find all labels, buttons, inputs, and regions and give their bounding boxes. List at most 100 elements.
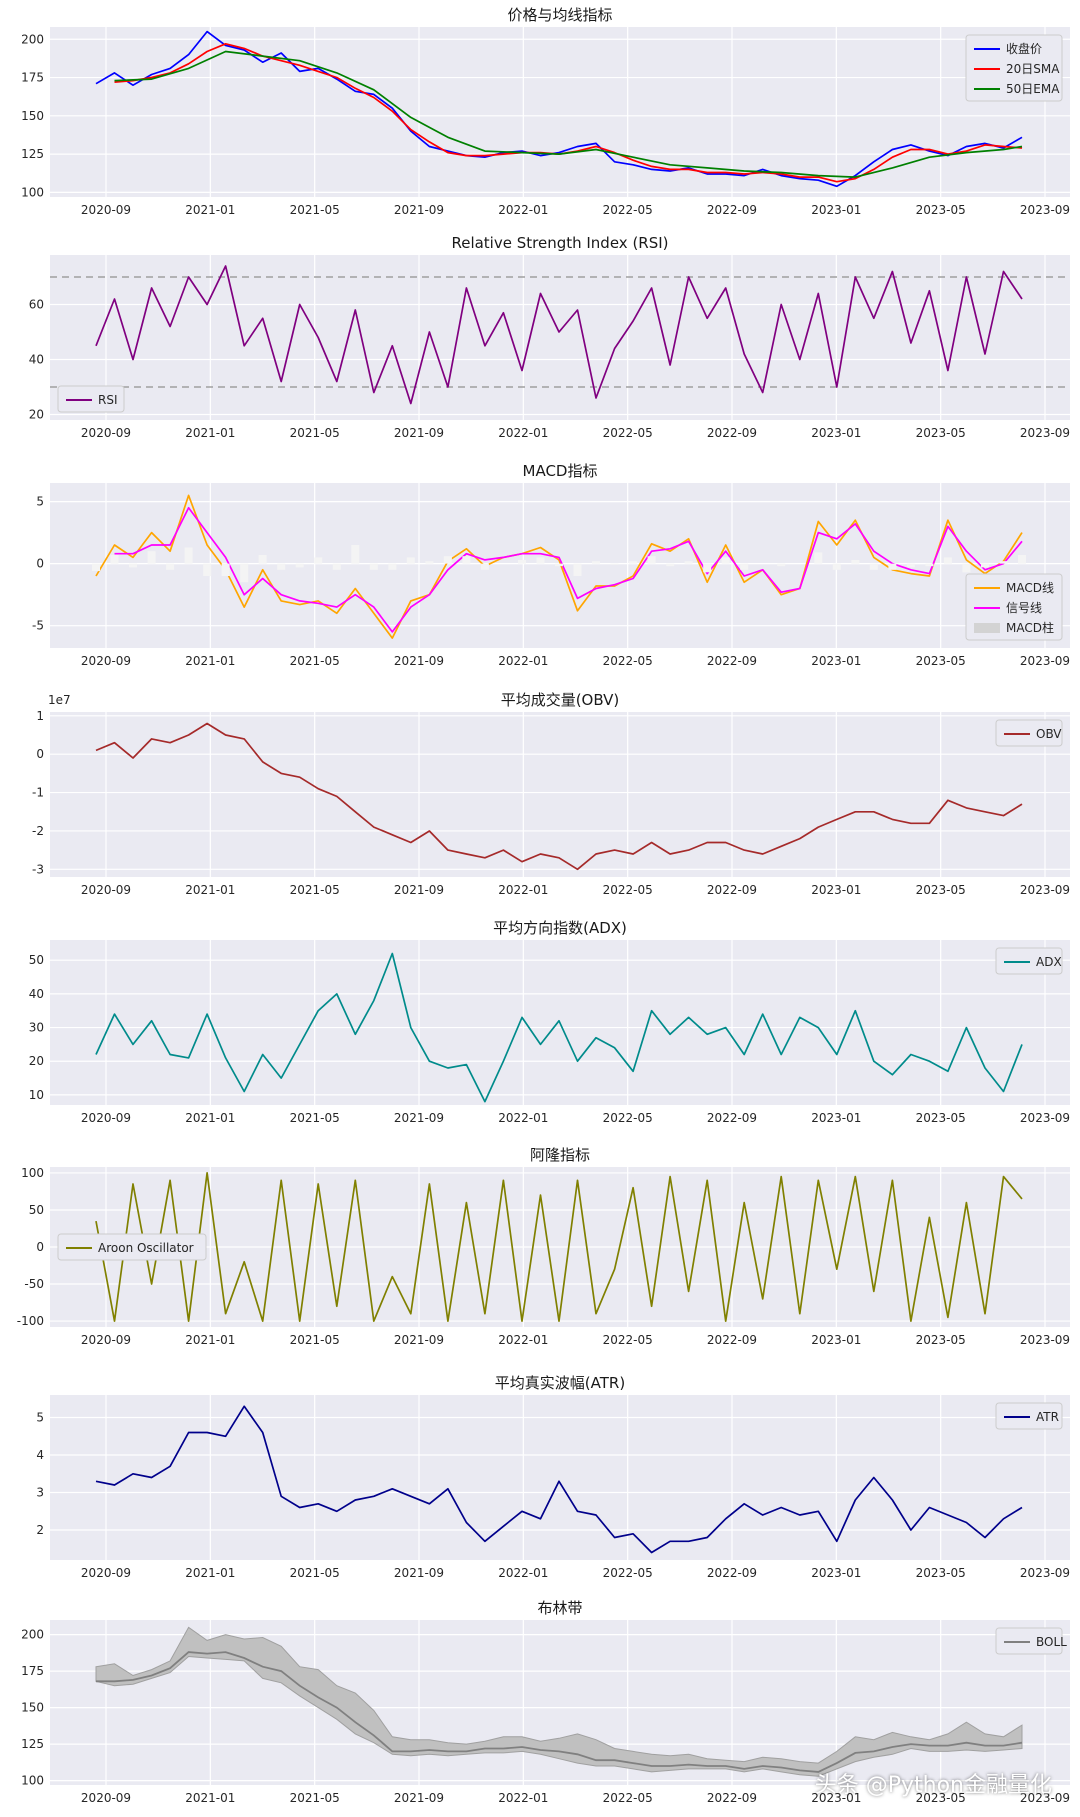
x-tick-label: 2023-05 [916, 654, 966, 668]
legend-swatch [974, 623, 1000, 633]
x-tick-label: 2023-09 [1020, 883, 1070, 897]
panel-aroon: 阿隆指标 -100 -50 0 50 100 2020-09 2021-01 2021-05 20… [17, 1146, 1070, 1347]
macd-histogram-bar [258, 554, 267, 564]
y-tick-label: 175 [21, 1664, 44, 1678]
x-tick-label: 2023-09 [1020, 1333, 1070, 1347]
x-tick-label: 2022-01 [498, 654, 548, 668]
x-tick-label: 2021-05 [290, 203, 340, 217]
macd-histogram-bar [647, 556, 656, 564]
x-tick-label: 2023-01 [811, 1791, 861, 1805]
x-tick-label: 2023-05 [916, 1791, 966, 1805]
legend-label: 收盘价 [1006, 41, 1042, 56]
boll-band-area [95, 1626, 1023, 1777]
macd-histogram-bar [277, 563, 286, 570]
legend-price: 收盘价 20日SMA 50日EMA [965, 34, 1063, 102]
x-tick-label: 2021-01 [185, 1111, 235, 1125]
y-tick-label: 0 [36, 1240, 44, 1254]
macd-histogram-bar [999, 561, 1008, 564]
y-tick-label: 125 [21, 147, 44, 161]
y-tick-label: 150 [21, 109, 44, 123]
x-tick-label: 2021-09 [394, 1566, 444, 1580]
panel-atr: 平均真实波幅(ATR) 2 3 4 5 2020-09 2021-01 2021-05 2021… [36, 1374, 1070, 1580]
y-tick-label: 100 [21, 1774, 44, 1788]
chart-title-obv: 平均成交量(OBV) [501, 691, 620, 709]
legend-aroon: Aroon Oscillator [57, 1233, 207, 1261]
series-line-macd-1 [114, 506, 1023, 633]
macd-histogram-bar [555, 563, 563, 567]
y-tick-label: 1 [36, 709, 44, 723]
x-tick-label: 2023-09 [1020, 426, 1070, 440]
panel-rsi: Relative Strength Index (RSI) 20 40 60 2020-… [29, 234, 1070, 440]
macd-histogram-bar [592, 561, 601, 564]
x-tick-label: 2022-05 [603, 1333, 653, 1347]
legend-label: MACD线 [1006, 581, 1054, 595]
series-line-atr-0 [95, 1405, 1023, 1554]
y-tick-label: 2 [36, 1523, 44, 1537]
macd-histogram-bar [462, 556, 471, 564]
series-line-rsi-0 [95, 265, 1023, 405]
legend-adx: ADX [995, 947, 1063, 975]
macd-histogram-bar [888, 563, 897, 570]
x-tick-label: 2021-05 [290, 1111, 340, 1125]
plot-area-price [50, 27, 1070, 197]
chart-title-aroon: 阿隆指标 [530, 1146, 590, 1164]
panel-macd: MACD指标 -5 0 5 2020-09 2021-01 2021-05 2021-09 20… [32, 462, 1070, 668]
x-tick-label: 2022-05 [603, 1791, 653, 1805]
macd-histogram-bar [369, 563, 378, 570]
macd-histogram-bar [166, 563, 175, 570]
axis-scale-label: 1e7 [48, 693, 71, 707]
y-tick-label: 30 [29, 1021, 44, 1035]
x-tick-label: 2023-09 [1020, 654, 1070, 668]
y-tick-label: 20 [29, 1054, 44, 1068]
x-tick-label: 2021-09 [394, 1791, 444, 1805]
macd-histogram-bar [740, 563, 749, 570]
y-tick-label: 3 [36, 1486, 44, 1500]
legend-label: Aroon Oscillator [98, 1241, 194, 1255]
x-tick-label: 2021-05 [290, 1566, 340, 1580]
x-tick-label: 2023-01 [811, 883, 861, 897]
x-tick-label: 2022-09 [707, 203, 757, 217]
x-tick-label: 2021-01 [185, 1791, 235, 1805]
y-tick-label: -3 [32, 862, 44, 876]
y-tick-label: 175 [21, 71, 44, 85]
x-tick-label: 2021-05 [290, 426, 340, 440]
y-tick-label: 50 [29, 1203, 44, 1217]
macd-histogram-bar [147, 551, 156, 564]
x-tick-label: 2022-09 [707, 1333, 757, 1347]
y-tick-label: 0 [36, 747, 44, 761]
macd-histogram-bar [480, 563, 489, 570]
y-tick-label: -5 [32, 619, 44, 633]
x-tick-label: 2022-09 [707, 883, 757, 897]
watermark: 头条 @Python金融量化 [814, 1773, 1052, 1798]
macd-histogram-bar [721, 557, 730, 564]
legend-atr: ATR [995, 1402, 1063, 1430]
macd-histogram-bar [332, 563, 341, 570]
x-tick-label: 2022-05 [603, 1111, 653, 1125]
x-tick-label: 2023-05 [916, 1111, 966, 1125]
macd-histogram-bar [869, 563, 878, 570]
x-tick-label: 2022-01 [498, 1791, 548, 1805]
y-tick-label: 100 [21, 185, 44, 199]
chart-title-adx: 平均方向指数(ADX) [493, 919, 627, 937]
y-tick-label: 20 [29, 408, 44, 422]
macd-histogram-bar [851, 559, 860, 564]
y-tick-label: -1 [32, 786, 44, 800]
x-tick-label: 2023-01 [811, 1566, 861, 1580]
x-tick-label: 2023-01 [811, 1333, 861, 1347]
x-tick-label: 2021-09 [394, 654, 444, 668]
legend-label: RSI [98, 393, 118, 407]
x-tick-label: 2023-05 [916, 426, 966, 440]
legend-label: BOLL [1036, 1635, 1067, 1649]
plot-area-rsi [50, 255, 1070, 420]
y-tick-label: 100 [21, 1166, 44, 1180]
x-tick-label: 2022-01 [498, 1566, 548, 1580]
x-tick-label: 2023-05 [916, 1566, 966, 1580]
x-tick-label: 2022-09 [707, 654, 757, 668]
legend-obv: OBV [995, 719, 1063, 747]
macd-histogram-bar [629, 561, 638, 564]
y-tick-label: 40 [29, 987, 44, 1001]
x-tick-label: 2021-01 [185, 654, 235, 668]
series-line-aroon-0 [95, 1172, 1023, 1322]
macd-histogram-bar [443, 556, 452, 564]
y-tick-label: 5 [36, 1411, 44, 1425]
